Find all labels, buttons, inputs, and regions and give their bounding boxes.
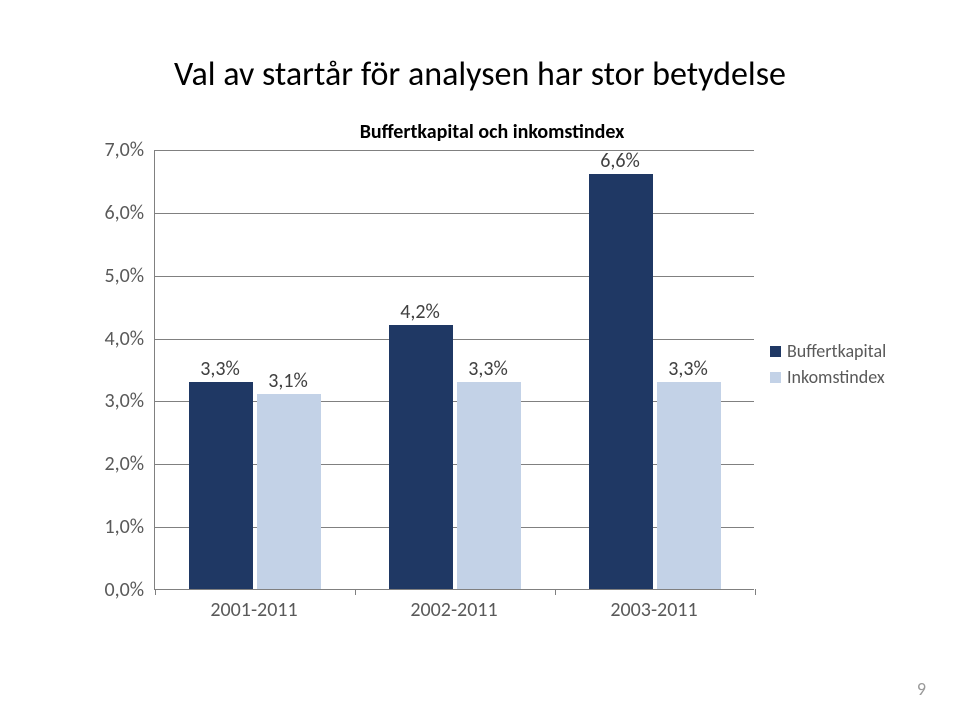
x-axis-label: 2003-2011 — [610, 598, 697, 622]
chart-title: Buffertkapital och inkomstindex — [82, 120, 902, 144]
chart: Buffertkapital och inkomstindex 0,0% 1,0%… — [82, 120, 902, 660]
y-tick-label: 2,0% — [104, 452, 144, 476]
x-tick — [555, 589, 556, 595]
x-axis-label: 2002-2011 — [410, 598, 497, 622]
gridline — [155, 339, 754, 340]
legend-swatch-buffertkapital — [770, 346, 781, 357]
page-number: 9 — [917, 678, 926, 700]
bar — [189, 382, 253, 589]
y-tick-label: 1,0% — [104, 515, 144, 539]
legend-swatch-inkomstindex — [770, 372, 781, 383]
legend-label: Inkomstindex — [787, 366, 885, 388]
bar — [457, 382, 521, 589]
bar — [589, 174, 653, 589]
gridline — [155, 213, 754, 214]
x-tick — [755, 589, 756, 595]
bar-data-label: 3,1% — [248, 369, 328, 393]
y-tick-label: 7,0% — [104, 138, 144, 162]
bar — [657, 382, 721, 589]
legend-label: Buffertkapital — [787, 340, 886, 362]
gridline — [155, 276, 754, 277]
bar — [389, 325, 453, 589]
y-axis: 0,0%1,0%2,0%3,0%4,0%5,0%6,0%7,0% — [82, 150, 152, 590]
legend-item: Buffertkapital — [770, 340, 920, 362]
chart-body: 0,0%1,0%2,0%3,0%4,0%5,0%6,0%7,0% Buffert… — [82, 150, 902, 620]
y-tick-label: 0,0% — [104, 578, 144, 602]
y-tick-label: 3,0% — [104, 389, 144, 413]
y-tick-label: 6,0% — [104, 201, 144, 225]
bar-data-label: 4,2% — [380, 300, 460, 324]
bar — [257, 394, 321, 589]
bar-data-label: 3,3% — [448, 357, 528, 381]
y-tick-label: 4,0% — [104, 327, 144, 351]
x-axis-label: 2001-2011 — [210, 598, 297, 622]
bar-data-label: 6,6% — [580, 149, 660, 173]
x-tick — [155, 589, 156, 595]
legend: Buffertkapital Inkomstindex — [770, 340, 920, 392]
legend-item: Inkomstindex — [770, 366, 920, 388]
gridline — [155, 150, 754, 151]
y-tick-label: 5,0% — [104, 264, 144, 288]
bar-data-label: 3,3% — [648, 357, 728, 381]
page-title: Val av startår för analysen har stor bet… — [0, 54, 960, 95]
slide: Val av startår för analysen har stor bet… — [0, 0, 960, 720]
x-tick — [355, 589, 356, 595]
